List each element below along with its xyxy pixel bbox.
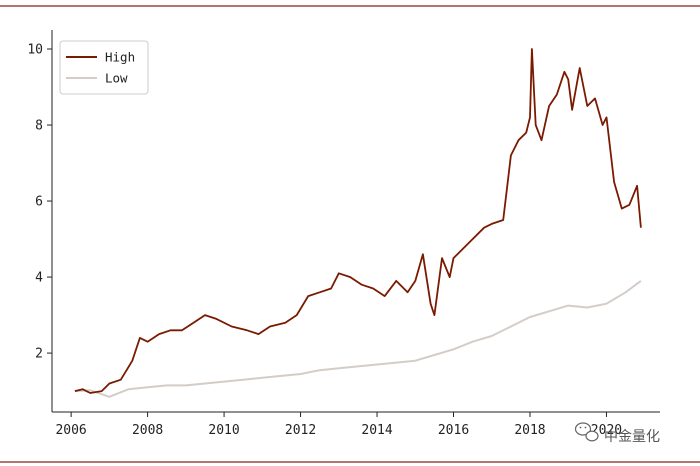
x-tick-label: 2006 <box>55 423 86 438</box>
x-ticks: 2006 2008 2010 2012 2014 2016 2018 2020 <box>55 412 622 438</box>
x-tick-label: 2012 <box>285 423 316 438</box>
legend: High Low <box>59 40 149 95</box>
x-tick-label: 2018 <box>514 423 545 438</box>
series-line-low <box>74 280 642 398</box>
legend-frame <box>59 40 149 95</box>
x-tick-label: 2010 <box>208 423 239 438</box>
series-layer <box>74 48 642 398</box>
x-tick-label: 2014 <box>361 423 392 438</box>
series-line-high <box>74 48 642 394</box>
legend-label-low: Low <box>105 71 128 86</box>
x-tick-label: 2020 <box>591 423 622 438</box>
y-ticks: 2 4 6 8 10 <box>27 43 52 362</box>
wechat-icon <box>574 422 599 442</box>
x-tick-label: 2008 <box>132 423 163 438</box>
y-tick-label: 4 <box>35 271 43 286</box>
legend-label-high: High <box>105 50 135 65</box>
watermark: 中金量化 <box>574 422 660 445</box>
watermark-text: 中金量化 <box>604 429 660 445</box>
y-tick-label: 8 <box>35 119 43 134</box>
plot-area: 2006 2008 2010 2012 2014 2016 2018 2020 2 4 6 8 10 <box>27 30 660 438</box>
y-tick-label: 6 <box>35 195 43 210</box>
x-tick-label: 2016 <box>438 423 469 438</box>
y-tick-label: 2 <box>35 347 43 362</box>
y-tick-label: 10 <box>27 43 43 58</box>
